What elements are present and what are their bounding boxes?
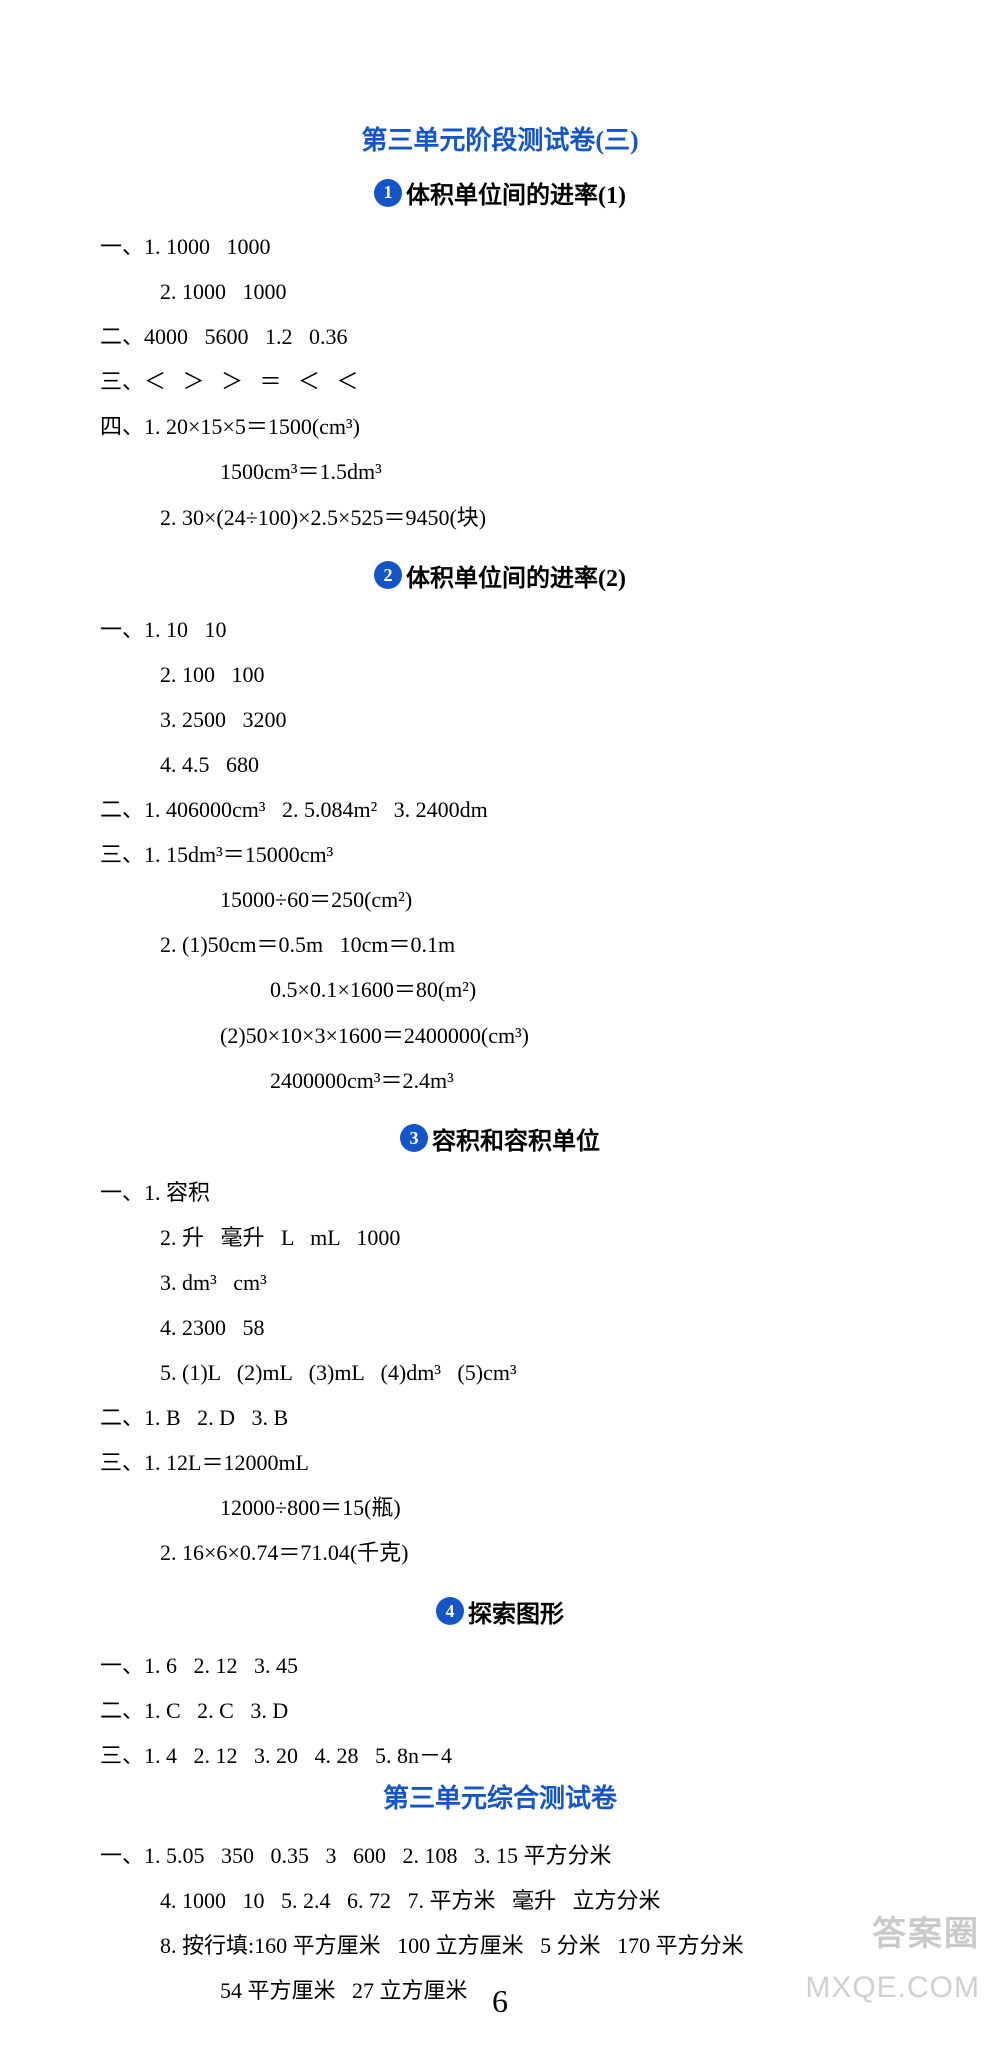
comprehensive-title: 第三单元综合测试卷 (100, 1778, 900, 1815)
content-line: 4. 2300 58 (100, 1305, 900, 1350)
section-2-header: 2 体积单位间的进率(2) (100, 558, 900, 593)
content-line: 一、1. 1000 1000 (100, 224, 900, 269)
content-line: 2400000cm³＝2.4m³ (100, 1058, 900, 1103)
page-number: 6 (492, 1983, 508, 2020)
content-line: 12000÷800＝15(瓶) (100, 1485, 900, 1530)
content-line: 1500cm³＝1.5dm³ (100, 449, 900, 494)
section-title-1: 体积单位间的进率(1) (406, 175, 626, 210)
section-title-2: 体积单位间的进率(2) (406, 558, 626, 593)
content-line: 一、1. 容积 (100, 1170, 900, 1215)
content-line: 三、1. 15dm³＝15000cm³ (100, 832, 900, 877)
section-4-body: 一、1. 6 2. 12 3. 45二、1. C 2. C 3. D三、1. 4… (100, 1643, 900, 1778)
content-line: 二、4000 5600 1.2 0.36 (100, 314, 900, 359)
section-1-header: 1 体积单位间的进率(1) (100, 175, 900, 210)
main-title: 第三单元阶段测试卷(三) (100, 120, 900, 157)
content-line: 三、1. 12L＝12000mL (100, 1440, 900, 1485)
section-3-header: 3 容积和容积单位 (100, 1121, 900, 1156)
content-line: 二、1. B 2. D 3. B (100, 1395, 900, 1440)
content-line: 4. 4.5 680 (100, 742, 900, 787)
content-line: 2. 升 毫升 L mL 1000 (100, 1215, 900, 1260)
content-line: 一、1. 10 10 (100, 607, 900, 652)
content-line: 一、1. 6 2. 12 3. 45 (100, 1643, 900, 1688)
content-line: 一、1. 5.05 350 0.35 3 600 2. 108 3. 15 平方… (100, 1833, 900, 1878)
content-line: 2. 16×6×0.74＝71.04(千克) (100, 1530, 900, 1575)
content-line: 二、1. C 2. C 3. D (100, 1688, 900, 1733)
content-line: 二、1. 406000cm³ 2. 5.084m² 3. 2400dm (100, 787, 900, 832)
content-line: 8. 按行填:160 平方厘米 100 立方厘米 5 分米 170 平方分米 (100, 1923, 900, 1968)
section-1-body: 一、1. 1000 10002. 1000 1000二、4000 5600 1.… (100, 224, 900, 540)
content-line: 15000÷60＝250(cm²) (100, 877, 900, 922)
content-line: 2. (1)50cm＝0.5m 10cm＝0.1m (100, 922, 900, 967)
section-num-1: 1 (374, 179, 402, 207)
section-title-3: 容积和容积单位 (432, 1121, 600, 1156)
content-line: (2)50×10×3×1600＝2400000(cm³) (100, 1013, 900, 1058)
content-line: 三、1. 4 2. 12 3. 20 4. 28 5. 8n－4 (100, 1733, 900, 1778)
section-3-body: 一、1. 容积2. 升 毫升 L mL 10003. dm³ cm³4. 230… (100, 1170, 900, 1576)
content-line: 3. dm³ cm³ (100, 1260, 900, 1305)
content-line: 2. 30×(24÷100)×2.5×525＝9450(块) (100, 495, 900, 540)
content-line: 3. 2500 3200 (100, 697, 900, 742)
content-line: 4. 1000 10 5. 2.4 6. 72 7. 平方米 毫升 立方分米 (100, 1878, 900, 1923)
section-title-4: 探索图形 (468, 1594, 564, 1629)
watermark-logo: 答案圈 (872, 1906, 980, 1955)
section-num-3: 3 (400, 1124, 428, 1152)
content-line: 三、＜ ＞ ＞ ＝ ＜ ＜ (100, 359, 900, 404)
content-line: 2. 1000 1000 (100, 269, 900, 314)
section-4-header: 4 探索图形 (100, 1594, 900, 1629)
content-line: 5. (1)L (2)mL (3)mL (4)dm³ (5)cm³ (100, 1350, 900, 1395)
section-num-2: 2 (374, 561, 402, 589)
watermark-url: MXQE.COM (805, 1971, 980, 2005)
content-line: 四、1. 20×15×5＝1500(cm³) (100, 404, 900, 449)
content-line: 0.5×0.1×1600＝80(m²) (100, 967, 900, 1012)
section-num-4: 4 (436, 1597, 464, 1625)
content-line: 2. 100 100 (100, 652, 900, 697)
section-2-body: 一、1. 10 102. 100 1003. 2500 32004. 4.5 6… (100, 607, 900, 1103)
